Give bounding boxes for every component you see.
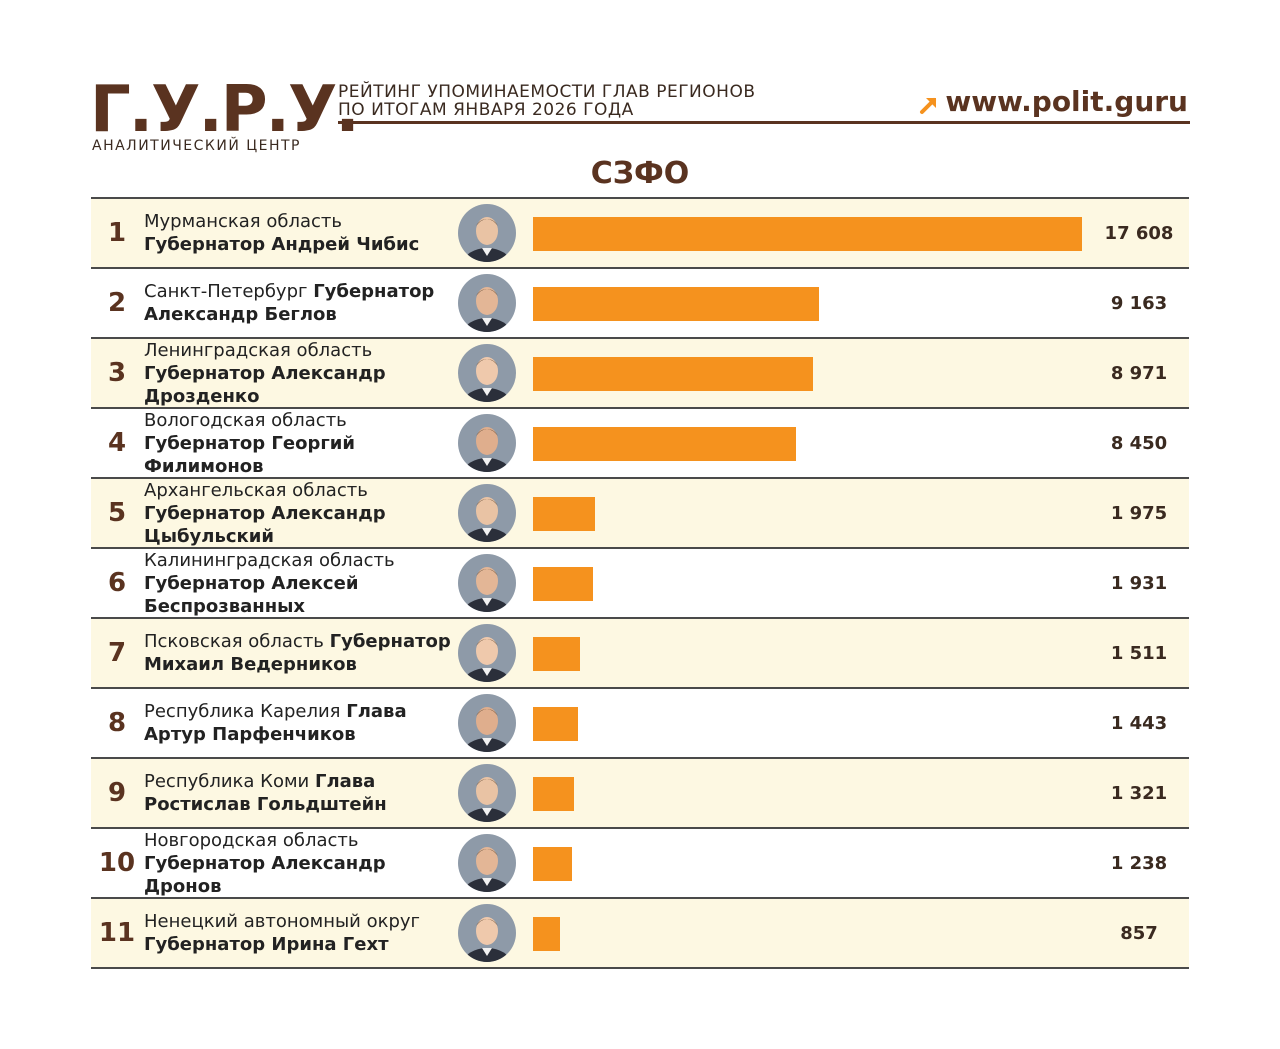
governor-label: Ленинградская область Губернатор Алексан…	[144, 339, 454, 407]
governor-photo	[458, 414, 516, 472]
site-link[interactable]: www.polit.guru	[945, 85, 1188, 118]
governor-name: Губернатор Александр Дронов	[144, 852, 386, 897]
rank-number: 10	[98, 848, 136, 878]
rank-number: 11	[98, 918, 136, 948]
table-row: 9 Республика Коми Глава Ростислав Гольдшт…	[91, 759, 1189, 829]
governor-label: Архангельская область Губернатор Алексан…	[144, 479, 454, 547]
arrow-up-right-icon	[920, 98, 936, 114]
table-row: 5 Архангельская область Губернатор Алекса…	[91, 479, 1189, 549]
region-name: Ленинградская область	[144, 339, 373, 361]
value-label: 8 971	[1110, 362, 1168, 384]
region-name: Вологодская область	[144, 409, 347, 431]
value-label: 1 321	[1110, 782, 1168, 804]
governor-name: Глава Артур Парфенчиков	[144, 701, 407, 745]
region-name: Республика Карелия	[144, 701, 341, 722]
rank-number: 3	[107, 358, 127, 388]
governor-name: Глава Ростислав Гольдштейн	[144, 771, 387, 815]
governor-label: Мурманская область Губернатор Андрей Чиб…	[144, 199, 454, 267]
value-label: 1 238	[1110, 852, 1168, 874]
title-line-2: ПО ИТОГАМ ЯНВАРЯ 2026 ГОДА	[338, 100, 634, 120]
table-row: 7 Псковская область Губернатор Михаил Вед…	[91, 619, 1189, 689]
title-line-1: РЕЙТИНГ УПОМИНАЕМОСТИ ГЛАВ РЕГИОНОВ	[338, 82, 756, 102]
region-name: Мурманская область	[144, 211, 342, 232]
governor-photo	[458, 274, 516, 332]
governor-label: Калининградская область Губернатор Алекс…	[144, 549, 454, 617]
region-name: Санкт-Петербург	[144, 281, 308, 302]
governor-name: Губернатор Алексей Беспрозванных	[144, 572, 359, 617]
bar	[533, 917, 560, 951]
governor-label: Вологодская область Губернатор Георгий Ф…	[144, 409, 454, 477]
bar	[533, 217, 1082, 251]
governor-photo	[458, 694, 516, 752]
value-label: 8 450	[1110, 432, 1168, 454]
bar	[533, 427, 796, 461]
bar	[533, 287, 819, 321]
governor-label: Республика Коми Глава Ростислав Гольдште…	[144, 759, 454, 827]
governor-photo	[458, 204, 516, 262]
governor-photo	[458, 764, 516, 822]
governor-name: Губернатор Ирина Гехт	[144, 934, 389, 955]
logo-subtitle: АНАЛИТИЧЕСКИЙ ЦЕНТР	[92, 138, 301, 154]
table-row: 2 Санкт-Петербург Губернатор Александр Бе…	[91, 269, 1189, 339]
table-row: 1 Мурманская область Губернатор Андрей Чи…	[91, 199, 1189, 269]
value-label: 1 931	[1110, 572, 1168, 594]
rank-number: 7	[107, 638, 127, 668]
bar	[533, 567, 593, 601]
governor-name: Губернатор Александр Дрозденко	[144, 362, 386, 407]
governor-label: Санкт-Петербург Губернатор Александр Бег…	[144, 269, 454, 337]
table-row: 8 Республика Карелия Глава Артур Парфенчи…	[91, 689, 1189, 759]
logo: Г.У.Р.У.	[90, 73, 360, 147]
governor-label: Ненецкий автономный округ Губернатор Ири…	[144, 899, 454, 967]
table-top-rule	[91, 197, 1189, 199]
value-label: 9 163	[1110, 292, 1168, 314]
governor-name: Губернатор Александр Цыбульский	[144, 502, 386, 547]
governor-name: Губернатор Георгий Филимонов	[144, 432, 355, 477]
bar	[533, 357, 813, 391]
report-title: РЕЙТИНГ УПОМИНАЕМОСТИ ГЛАВ РЕГИОНОВ ПО И…	[338, 83, 1190, 127]
region-name: Калининградская область	[144, 549, 395, 571]
governor-photo	[458, 554, 516, 612]
governor-photo	[458, 834, 516, 892]
table-row: 10 Новгородская область Губернатор Алекса…	[91, 829, 1189, 899]
bar	[533, 777, 574, 811]
chart-title: СЗФО	[590, 156, 690, 191]
region-name: Новгородская область	[144, 829, 359, 851]
governor-label: Псковская область Губернатор Михаил Веде…	[144, 619, 454, 687]
governor-photo	[458, 624, 516, 682]
rank-number: 9	[107, 778, 127, 808]
governor-name: Губернатор Андрей Чибис	[144, 234, 420, 255]
rank-number: 1	[107, 218, 127, 248]
table-row: 4 Вологодская область Губернатор Георгий …	[91, 409, 1189, 479]
bar	[533, 637, 580, 671]
value-label: 17 608	[1104, 222, 1174, 244]
table-row: 11 Ненецкий автономный округ Губернатор И…	[91, 899, 1189, 969]
value-label: 857	[1120, 922, 1158, 944]
region-name: Республика Коми	[144, 771, 310, 792]
governor-photo	[458, 484, 516, 542]
rank-number: 8	[107, 708, 127, 738]
governor-name: Губернатор Михаил Ведерников	[144, 631, 451, 675]
rank-number: 4	[107, 428, 127, 458]
region-name: Псковская область	[144, 631, 324, 652]
governor-photo	[458, 344, 516, 402]
value-label: 1 975	[1110, 502, 1168, 524]
value-label: 1 511	[1110, 642, 1168, 664]
rank-number: 6	[107, 568, 127, 598]
bar	[533, 847, 572, 881]
region-name: Ненецкий автономный округ	[144, 911, 421, 932]
governor-label: Новгородская область Губернатор Александ…	[144, 829, 454, 897]
rank-number: 2	[107, 288, 127, 318]
governor-label: Республика Карелия Глава Артур Парфенчик…	[144, 689, 454, 757]
table-row: 3 Ленинградская область Губернатор Алекса…	[91, 339, 1189, 409]
governor-name: Губернатор Александр Беглов	[144, 281, 435, 325]
table-row: 6 Калининградская область Губернатор Алек…	[91, 549, 1189, 619]
region-name: Архангельская область	[144, 479, 368, 501]
governor-photo	[458, 904, 516, 962]
rank-number: 5	[107, 498, 127, 528]
bar	[533, 707, 578, 741]
title-rule	[338, 121, 1190, 124]
value-label: 1 443	[1110, 712, 1168, 734]
ranking-table: 1 Мурманская область Губернатор Андрей Чи…	[91, 197, 1189, 969]
bar	[533, 497, 595, 531]
